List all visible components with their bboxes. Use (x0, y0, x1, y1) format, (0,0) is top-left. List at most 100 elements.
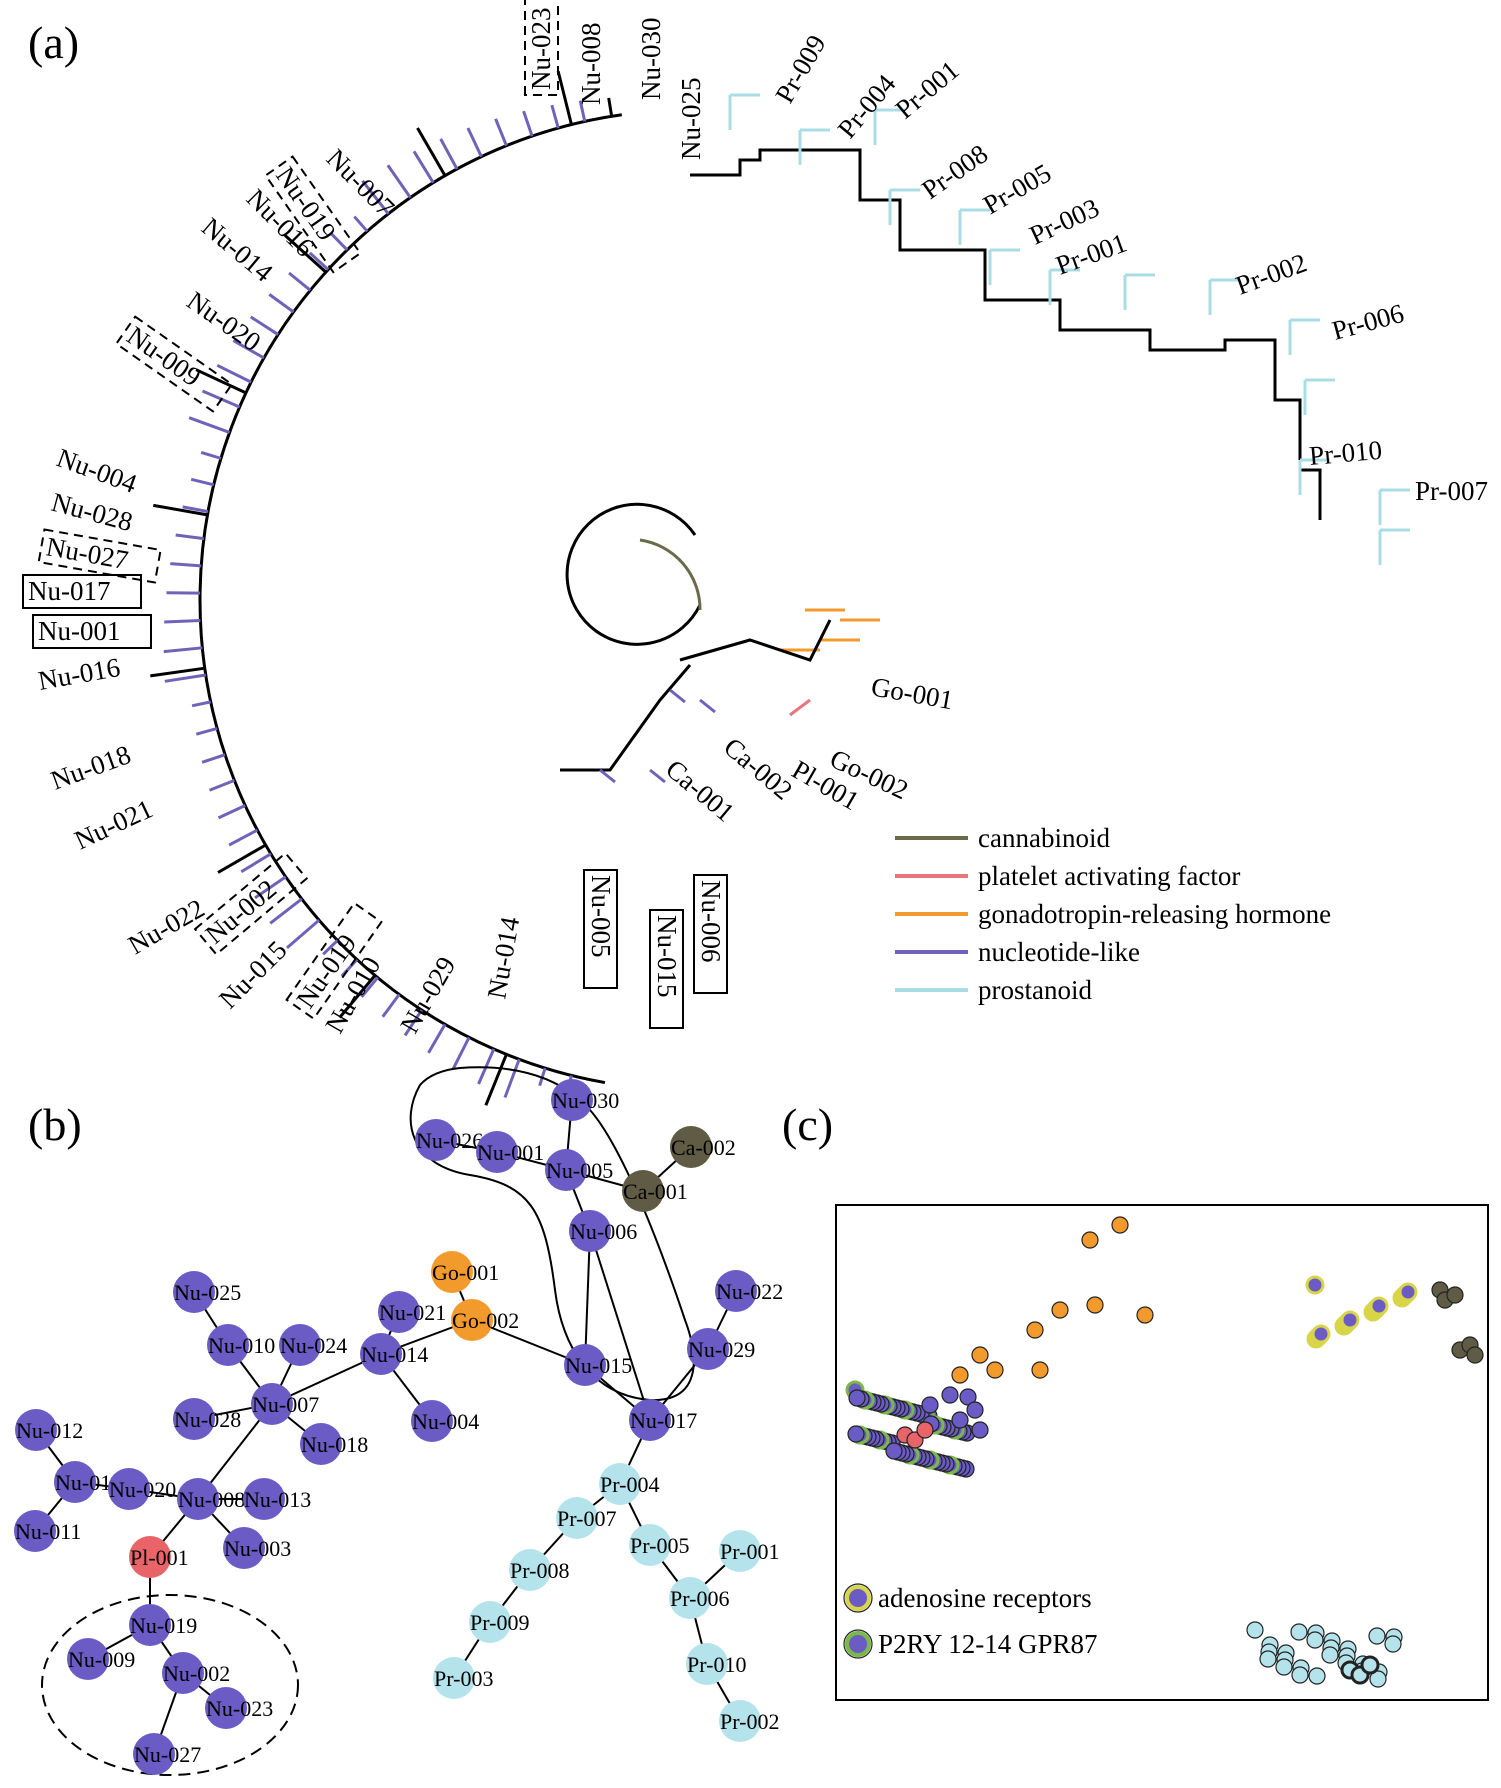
network-node-label: Nu-013 (244, 1487, 311, 1512)
tree-tip (200, 450, 222, 460)
network-node-circle (177, 1478, 219, 1520)
network-node-label: Nu-006 (570, 1219, 637, 1244)
tree-leaf-frame (193, 851, 309, 956)
network-node-label: Nu-019 (130, 1613, 197, 1638)
tree-tip (190, 477, 215, 487)
network-node-label: Pr-008 (510, 1558, 569, 1583)
scatter-point (1275, 1658, 1293, 1676)
tree-leaf: Nu-022 (123, 893, 209, 960)
tree-leaf: Nu-006 (693, 874, 728, 994)
tree-leaf-label: Nu-016 (36, 652, 122, 696)
network-node-circle (687, 1328, 729, 1370)
tree-leaf-label: Pr-010 (1308, 435, 1383, 471)
network-node-label: Nu-011 (15, 1519, 81, 1544)
tree-tip (381, 993, 401, 1018)
tree-leaf-label: Pr-002 (1232, 247, 1311, 300)
tree-leaf-label: Nu-029 (394, 952, 461, 1038)
tree-tip (269, 897, 303, 925)
scatter-point (1026, 1321, 1044, 1339)
network-node-label: Pr-005 (630, 1533, 689, 1558)
tree-tip (308, 251, 330, 271)
tree-leaf-label: Pr-005 (978, 158, 1056, 220)
network-node: Nu-009 (67, 1638, 135, 1680)
network-node-circle (476, 1131, 518, 1173)
tree-tip (208, 778, 235, 792)
network-node-label: Nu-009 (68, 1647, 135, 1672)
network-node: Pr-001 (719, 1530, 779, 1572)
network-node-circle (599, 1463, 641, 1505)
tree-leaf: Pr-005 (978, 158, 1056, 220)
network-node-circle (300, 1423, 342, 1465)
tree-tip (599, 768, 616, 784)
tree-tip (361, 179, 390, 215)
tree-tip (522, 110, 534, 137)
scatter-point (966, 1401, 984, 1419)
network-node: Nu-004 (411, 1400, 479, 1442)
legend-label: gonadotropin-releasing hormone (978, 899, 1331, 929)
network-node-circle (14, 1510, 56, 1552)
tree-branch (484, 1053, 508, 1106)
network-node: Pr-002 (719, 1700, 779, 1742)
cluster-outline-solid (409, 1066, 695, 1402)
tree-leaf-frame (524, 0, 559, 96)
network-node-circle (15, 1409, 57, 1451)
scatter-point (1308, 1667, 1326, 1685)
tree-branch (217, 843, 267, 874)
network-edge (589, 1230, 651, 1421)
network-node: Nu-017 (629, 1399, 697, 1441)
scatter-point (1259, 1650, 1277, 1668)
network-node-circle (719, 1530, 761, 1572)
scatter-point (1360, 1655, 1380, 1675)
network-node-circle (469, 1601, 511, 1643)
scatter-point (885, 1442, 903, 1460)
tree-leaf-frame (693, 874, 728, 994)
tree-leaf-label: Ca-002 (718, 732, 798, 806)
network-node-label: Nu-010 (208, 1333, 275, 1358)
legend-marker (845, 1631, 871, 1657)
panel-b-label: (b) (28, 1099, 82, 1150)
tree-tip (228, 828, 259, 847)
tree-leaf: Nu-023 (524, 0, 559, 96)
tree-tip (578, 100, 587, 122)
network-node-label: Pr-007 (557, 1506, 616, 1531)
tree-leaf-label: Nu-007 (321, 143, 401, 223)
tree-tip (322, 939, 339, 956)
network-node: Pr-004 (599, 1463, 659, 1505)
network-node: Nu-003 (223, 1527, 291, 1569)
network-node: Nu-019 (129, 1604, 197, 1646)
network-node-circle (451, 1299, 493, 1341)
network-node-label: Nu-014 (361, 1342, 428, 1367)
network-node: Nu-022 (715, 1270, 783, 1312)
network-node: Nu-006 (569, 1210, 637, 1252)
network-node-circle (243, 1478, 285, 1520)
network-node-label: Go-001 (432, 1260, 499, 1285)
network-node: Nu-028 (173, 1398, 241, 1440)
tree-leaf: Ca-001 (660, 754, 740, 828)
network-node-label: Nu-023 (206, 1696, 273, 1721)
tree-tip (353, 215, 369, 233)
network-node-circle (54, 1461, 96, 1503)
tree-tip (550, 104, 560, 129)
scatter-point (1111, 1216, 1129, 1234)
tree-leaf: Nu-005 (583, 869, 618, 989)
network-node-label: Nu-004 (412, 1409, 479, 1434)
tree-leaf-label: Go-001 (869, 671, 955, 715)
tree-branch (338, 974, 377, 1019)
tree-leaf: Nu-007 (321, 143, 401, 223)
legend-label: prostanoid (978, 975, 1092, 1005)
scatter-point (847, 1425, 865, 1443)
tree-leaf: Nu-002 (193, 851, 309, 956)
tree-leaf-frame (264, 155, 362, 274)
network-node-circle (545, 1149, 587, 1191)
tree-tip (427, 1023, 447, 1054)
legend-label: nucleotide-like (978, 937, 1140, 967)
tree-tip (216, 363, 252, 384)
tree-leaf-label: Nu-017 (28, 576, 111, 606)
tree-branch (416, 127, 447, 177)
legend-panel-a: cannabinoid platelet activating factor gon… (895, 823, 1331, 1005)
scatter-point (1305, 1275, 1325, 1295)
tree-prostanoid-clade (690, 148, 1322, 520)
network-node-label: Nu-008 (178, 1487, 245, 1512)
